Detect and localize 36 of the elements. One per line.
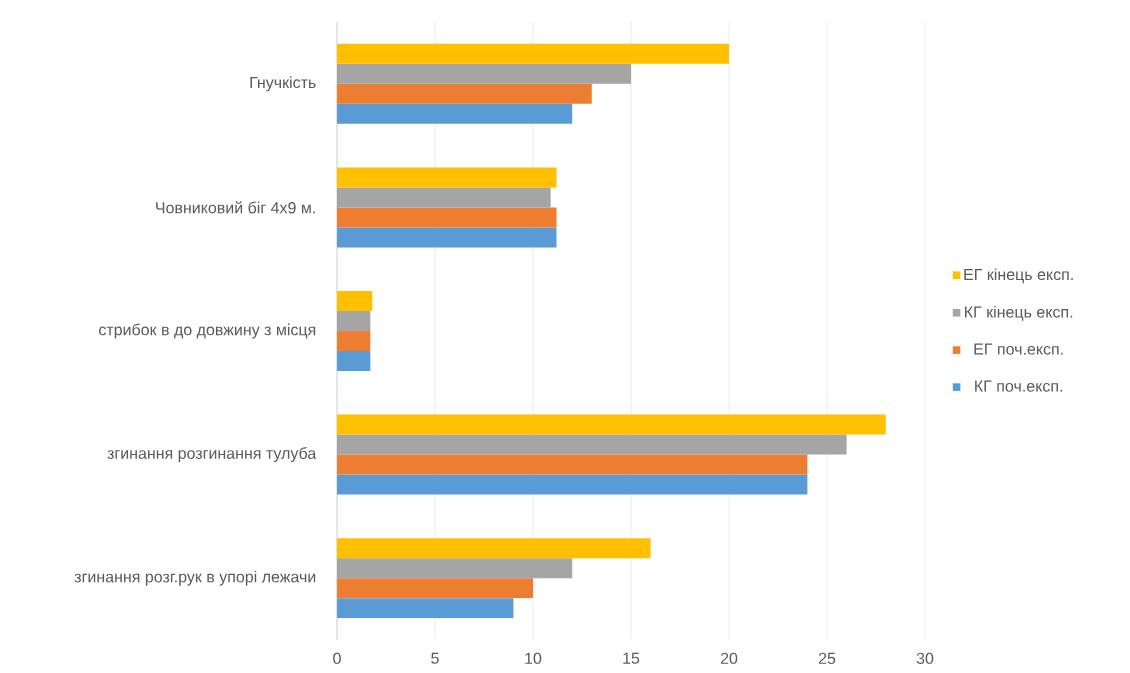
x-tick-label: 0 xyxy=(333,652,341,665)
legend-label: КГ поч.експ. xyxy=(975,380,1063,392)
bar xyxy=(337,290,373,311)
bar xyxy=(337,310,371,331)
x-tick-label: 5 xyxy=(431,652,439,664)
bar xyxy=(337,330,371,351)
y-tick-label: стрибок в до довжину з місця xyxy=(99,323,316,339)
y-tick-label: згинання розгинання тулуба xyxy=(107,447,317,463)
y-tick-label: Човниковий біг 4х9 м. xyxy=(156,201,315,214)
x-tick-label: 25 xyxy=(818,652,836,665)
x-tick-label: 30 xyxy=(916,652,934,665)
bar xyxy=(337,598,514,619)
bar xyxy=(337,227,557,248)
bar xyxy=(337,578,533,599)
y-tick-label: Гнучкість xyxy=(250,76,316,92)
bar xyxy=(337,474,808,495)
x-tick-label: 20 xyxy=(720,652,738,665)
bar xyxy=(337,558,573,579)
bar xyxy=(337,207,557,228)
y-tick-label: згинання розг.рук в упорі лежачи xyxy=(74,570,316,586)
x-tick-label: 15 xyxy=(623,652,640,664)
bar xyxy=(337,350,371,371)
bar xyxy=(337,454,808,475)
bar xyxy=(337,434,847,455)
legend-label: ЕГ поч.експ. xyxy=(974,343,1063,355)
bar xyxy=(337,83,592,104)
bar xyxy=(337,167,557,188)
bar xyxy=(337,414,886,435)
legend-label: ЕГ кінець експ. xyxy=(964,268,1073,284)
x-tick-label: 10 xyxy=(525,652,542,665)
legend-label: КГ кінець експ. xyxy=(965,305,1073,321)
bar xyxy=(337,103,573,124)
bar xyxy=(337,187,551,208)
bar xyxy=(337,538,651,559)
bar xyxy=(337,63,631,84)
bar xyxy=(337,43,729,64)
